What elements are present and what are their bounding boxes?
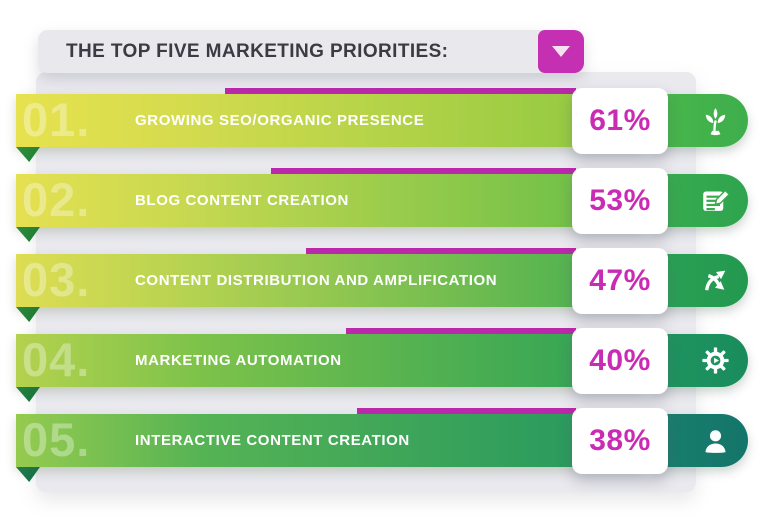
priority-label: GROWING SEO/ORGANIC PRESENCE [135,112,425,129]
rank-number: 05. [22,413,91,466]
triangle-down-icon [552,46,570,57]
priority-label: MARKETING AUTOMATION [135,352,342,369]
value-line [357,408,576,414]
blog-note-icon [703,189,731,211]
percentage-value: 53% [589,184,651,217]
priority-bar: 01. GROWING SEO/ORGANIC PRESENCE [16,93,640,147]
ribbon-fold [16,467,40,482]
priority-bar: 05. INTERACTIVE CONTENT CREATION [16,413,640,467]
ribbon-fold [16,147,40,162]
percentage-value: 47% [589,264,651,297]
priority-row: 01. GROWING SEO/ORGANIC PRESENCE 61% [0,87,768,169]
rank-number: 03. [22,253,91,306]
distribution-arrows-icon [705,270,726,291]
priority-label: INTERACTIVE CONTENT CREATION [135,432,410,449]
priority-bar: 02. BLOG CONTENT CREATION [16,173,640,227]
percentage-value: 61% [589,104,651,137]
priority-row: 02. BLOG CONTENT CREATION 53% [0,167,768,249]
percentage-box: 38% [572,408,668,474]
plant-icon [705,108,726,136]
ribbon-fold [16,387,40,402]
value-line [225,88,576,94]
page-title: THE TOP FIVE MARKETING PRIORITIES: [66,40,449,62]
automation-gear-icon [702,347,729,374]
priority-label: CONTENT DISTRIBUTION AND AMPLIFICATION [135,272,498,289]
priority-row: 04. MARKETING AUTOMATION [0,327,768,409]
rank-number: 04. [22,333,91,386]
person-icon [705,430,726,453]
percentage-box: 61% [572,88,668,154]
ribbon-fold [16,307,40,322]
priority-row: 05. INTERACTIVE CONTENT CREATION 38% [0,407,768,489]
priority-bar: 04. MARKETING AUTOMATION [16,333,640,387]
rank-number: 01. [22,93,91,146]
value-line [271,168,576,174]
ribbon-fold [16,227,40,242]
value-line [346,328,576,334]
priority-bar: 03. CONTENT DISTRIBUTION AND AMPLIFICATI… [16,253,640,307]
value-line [306,248,576,254]
rank-number: 02. [22,173,91,226]
dropdown-button[interactable] [538,30,584,73]
percentage-box: 53% [572,168,668,234]
percentage-value: 38% [589,424,651,457]
priority-label: BLOG CONTENT CREATION [135,192,349,209]
percentage-box: 40% [572,328,668,394]
title-banner: THE TOP FIVE MARKETING PRIORITIES: [38,30,584,73]
percentage-box: 47% [572,248,668,314]
percentage-value: 40% [589,344,651,377]
priority-row: 03. CONTENT DISTRIBUTION AND AMPLIFICATI… [0,247,768,329]
